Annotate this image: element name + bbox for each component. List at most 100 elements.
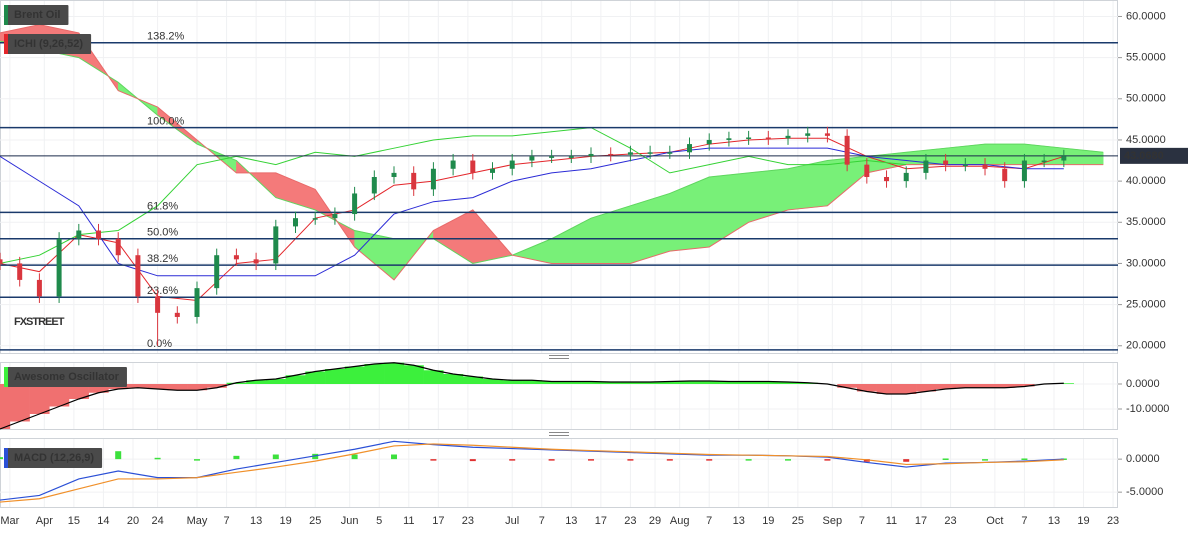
ao-bar xyxy=(581,381,602,384)
ao-bar xyxy=(68,384,89,399)
x-tick-label: Jul xyxy=(505,515,519,527)
ao-bar xyxy=(837,384,858,388)
candle-body xyxy=(96,230,102,239)
x-tick-label: 7 xyxy=(706,515,712,527)
ao-bar xyxy=(876,384,897,394)
ao-bar xyxy=(955,384,976,388)
macd-histogram-bar xyxy=(706,459,713,461)
panel-title: MACD (12,26,9) xyxy=(14,452,94,464)
ao-bar xyxy=(9,384,30,422)
x-tick-label: 23 xyxy=(624,515,636,527)
ao-bar xyxy=(246,380,267,384)
ao-bar xyxy=(285,375,306,384)
macd-histogram-bar xyxy=(0,457,3,460)
x-tick-label: 13 xyxy=(733,515,745,527)
candle-body xyxy=(17,263,23,280)
ao-line xyxy=(0,362,1064,430)
macd-histogram-bar xyxy=(469,459,476,462)
ao-bar xyxy=(403,365,424,384)
x-tick-label: 7 xyxy=(859,515,865,527)
ao-bar xyxy=(1053,383,1074,384)
candle-body xyxy=(194,288,200,317)
ao-bar xyxy=(167,384,188,391)
x-tick-label: 13 xyxy=(1048,515,1060,527)
x-tick-label: 25 xyxy=(792,515,804,527)
macd-panel xyxy=(0,438,1118,508)
candle-body xyxy=(864,164,870,177)
x-tick-label: 7 xyxy=(539,515,545,527)
fib-label: 0.0% xyxy=(147,338,172,350)
ao-bar xyxy=(29,384,50,414)
macd-histogram-bar xyxy=(312,453,319,460)
candle-body xyxy=(608,153,614,156)
x-tick-label: 5 xyxy=(376,515,382,527)
ao-bar xyxy=(325,369,346,384)
candle-body xyxy=(647,152,653,154)
candle-body xyxy=(391,172,397,177)
macd-histogram-bar xyxy=(588,459,595,461)
ao-bar xyxy=(856,384,877,392)
candle-body xyxy=(450,160,456,169)
y-tick-label: 20.0000 xyxy=(1126,340,1166,352)
fib-label: 138.2% xyxy=(147,31,185,43)
ao-bar xyxy=(935,384,956,389)
candle-body xyxy=(155,296,161,313)
candle-body xyxy=(726,138,732,140)
macd-histogram-bar xyxy=(666,459,673,461)
candle-body xyxy=(923,160,929,173)
resize-grip[interactable] xyxy=(549,355,569,436)
macd-histogram-bar xyxy=(194,459,201,461)
candle-body xyxy=(765,137,771,139)
macd-histogram-bar xyxy=(115,451,122,460)
x-tick-label: 23 xyxy=(944,515,956,527)
last-price-box xyxy=(1120,147,1188,164)
ao-bar xyxy=(502,380,523,384)
candle-body xyxy=(174,312,180,317)
ao-bar xyxy=(128,384,149,388)
candle-body xyxy=(805,133,811,136)
candle-body xyxy=(568,156,574,158)
fib-label: 61.8% xyxy=(147,200,178,212)
panel-title: ICHI (9,26,52) xyxy=(14,38,83,50)
candle-body xyxy=(588,153,594,157)
y-tick-label: 30.0000 xyxy=(1126,257,1166,269)
x-tick-label: 24 xyxy=(151,515,163,527)
y-tick-label: 35.0000 xyxy=(1126,216,1166,228)
ao-bar xyxy=(719,381,740,384)
candle-body xyxy=(253,259,259,264)
ao-bar xyxy=(305,371,326,384)
fib-label: 100.0% xyxy=(147,116,185,128)
candle-body xyxy=(549,156,555,158)
main-panel xyxy=(0,0,1118,354)
candle-body xyxy=(293,218,299,227)
ao-bar xyxy=(758,381,779,384)
macd-histogram-bar xyxy=(272,454,279,460)
x-tick-label: 19 xyxy=(280,515,292,527)
ao-bar xyxy=(423,370,444,384)
panel-title-box xyxy=(4,5,69,25)
ao-bar xyxy=(541,381,562,384)
candle-body xyxy=(844,135,850,165)
fib-label: 23.6% xyxy=(147,285,178,297)
ao-bar xyxy=(699,381,720,384)
x-tick-label: 19 xyxy=(762,515,774,527)
ao-bar xyxy=(916,384,937,392)
candle-body xyxy=(470,160,476,173)
ao-bar xyxy=(600,382,621,384)
y-tick-label: -10.0000 xyxy=(1126,403,1169,415)
candle-body xyxy=(332,214,338,219)
ao-bar xyxy=(206,384,227,388)
macd-histogram-bar xyxy=(745,459,752,461)
macd-histogram-bar xyxy=(351,454,358,460)
macd-histogram-bar xyxy=(233,455,240,460)
candle-body xyxy=(824,133,830,136)
x-tick-label: 29 xyxy=(649,515,661,527)
candle-body xyxy=(56,238,62,297)
x-tick-label: 20 xyxy=(127,515,139,527)
x-tick-label: May xyxy=(187,515,208,527)
x-tick-label: 19 xyxy=(1077,515,1089,527)
candle-body xyxy=(411,172,417,190)
x-tick-label: 23 xyxy=(462,515,474,527)
ao-bar xyxy=(896,384,917,394)
